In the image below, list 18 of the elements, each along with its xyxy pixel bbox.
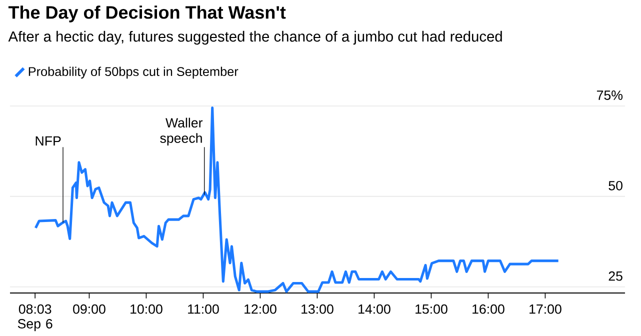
annotation: Waller speech — [160, 118, 203, 146]
x-tick-label: 16:00 — [472, 304, 504, 314]
x-tick-label: 14:00 — [358, 304, 390, 314]
y-tick-label: 50 — [608, 181, 622, 191]
annotation: NFP — [36, 136, 61, 146]
y-tick-label: 25 — [608, 272, 622, 282]
chart-subtitle: After a hectic day, futures suggested the chance of a jumbo cut had reduced — [8, 31, 502, 45]
x-tick-label: 09:00 — [73, 304, 106, 314]
y-tick-label: 75% — [596, 90, 623, 100]
x-tick-label: 17:00 — [530, 304, 562, 314]
x-tick-label: 08:03 Sep 6 — [18, 304, 52, 332]
x-tick-label: 11:00 — [188, 304, 219, 314]
x-tick-label: 13:00 — [302, 304, 334, 314]
x-tick-label: 15:00 — [416, 304, 448, 314]
legend-label: Probability of 50bps cut in September — [28, 66, 238, 79]
x-tick-label: 12:00 — [244, 304, 276, 314]
chart-title: The Day of Decision That Wasn't — [8, 6, 286, 23]
x-tick-label: 10:00 — [130, 304, 162, 314]
